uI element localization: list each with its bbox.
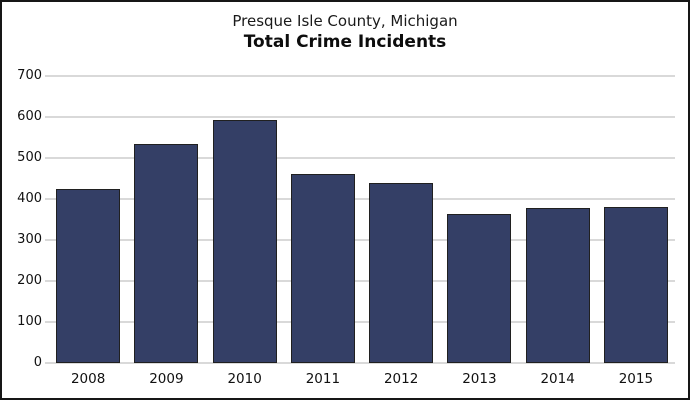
bar-slot-2014 bbox=[519, 76, 597, 363]
x-tick-label-2013: 2013 bbox=[462, 371, 497, 387]
x-tick-label-2015: 2015 bbox=[618, 371, 654, 387]
gridline-0 bbox=[45, 362, 675, 364]
y-tick-label-200: 200 bbox=[17, 273, 42, 288]
x-tick-label-2010: 2010 bbox=[227, 371, 262, 387]
x-tick-label-2008: 2008 bbox=[70, 371, 106, 387]
plot-area bbox=[45, 75, 675, 364]
chart-title: Total Crime Incidents bbox=[243, 32, 447, 52]
x-tick-label-2012: 2012 bbox=[383, 371, 419, 387]
gridline-400 bbox=[45, 198, 675, 200]
x-tick-label-2011: 2011 bbox=[305, 371, 341, 387]
gridline-200 bbox=[45, 280, 675, 282]
gridline-700 bbox=[45, 75, 675, 77]
bars-container bbox=[49, 76, 675, 363]
gridline-500 bbox=[45, 157, 675, 159]
bar-2014 bbox=[525, 208, 590, 363]
bar-2011 bbox=[290, 174, 355, 363]
bar-slot-2013 bbox=[440, 76, 518, 363]
x-tick-label-2014: 2014 bbox=[540, 371, 575, 387]
bar-2008 bbox=[56, 189, 121, 363]
bar-2013 bbox=[447, 214, 512, 363]
y-tick-label-700: 700 bbox=[17, 68, 42, 83]
gridline-300 bbox=[45, 239, 675, 241]
bar-slot-2008 bbox=[49, 76, 127, 363]
y-tick-label-500: 500 bbox=[17, 150, 42, 165]
y-tick-label-400: 400 bbox=[17, 191, 42, 206]
bar-2010 bbox=[212, 120, 277, 363]
bar-slot-2010 bbox=[206, 76, 284, 363]
y-tick-label-100: 100 bbox=[17, 314, 42, 329]
bar-2012 bbox=[369, 183, 434, 363]
bar-slot-2011 bbox=[284, 76, 362, 363]
chart-header: Presque Isle County, Michigan Total Crim… bbox=[2, 11, 688, 54]
bar-slot-2012 bbox=[362, 76, 440, 363]
bar-2009 bbox=[134, 144, 199, 363]
gridlines bbox=[45, 75, 675, 364]
bar-slot-2009 bbox=[127, 76, 205, 363]
chart-subtitle: Presque Isle County, Michigan bbox=[232, 12, 458, 30]
x-tick-label-2009: 2009 bbox=[149, 371, 184, 387]
gridline-100 bbox=[45, 321, 675, 323]
x-axis-labels: 2008 2009 2010 2011 2012 2013 2014 2015 bbox=[49, 371, 675, 387]
y-tick-label-600: 600 bbox=[17, 109, 42, 124]
bar-2015 bbox=[603, 207, 668, 363]
y-tick-label-0: 0 bbox=[33, 355, 42, 370]
bar-slot-2015 bbox=[597, 76, 675, 363]
gridline-600 bbox=[45, 116, 675, 118]
y-tick-label-300: 300 bbox=[17, 232, 42, 247]
